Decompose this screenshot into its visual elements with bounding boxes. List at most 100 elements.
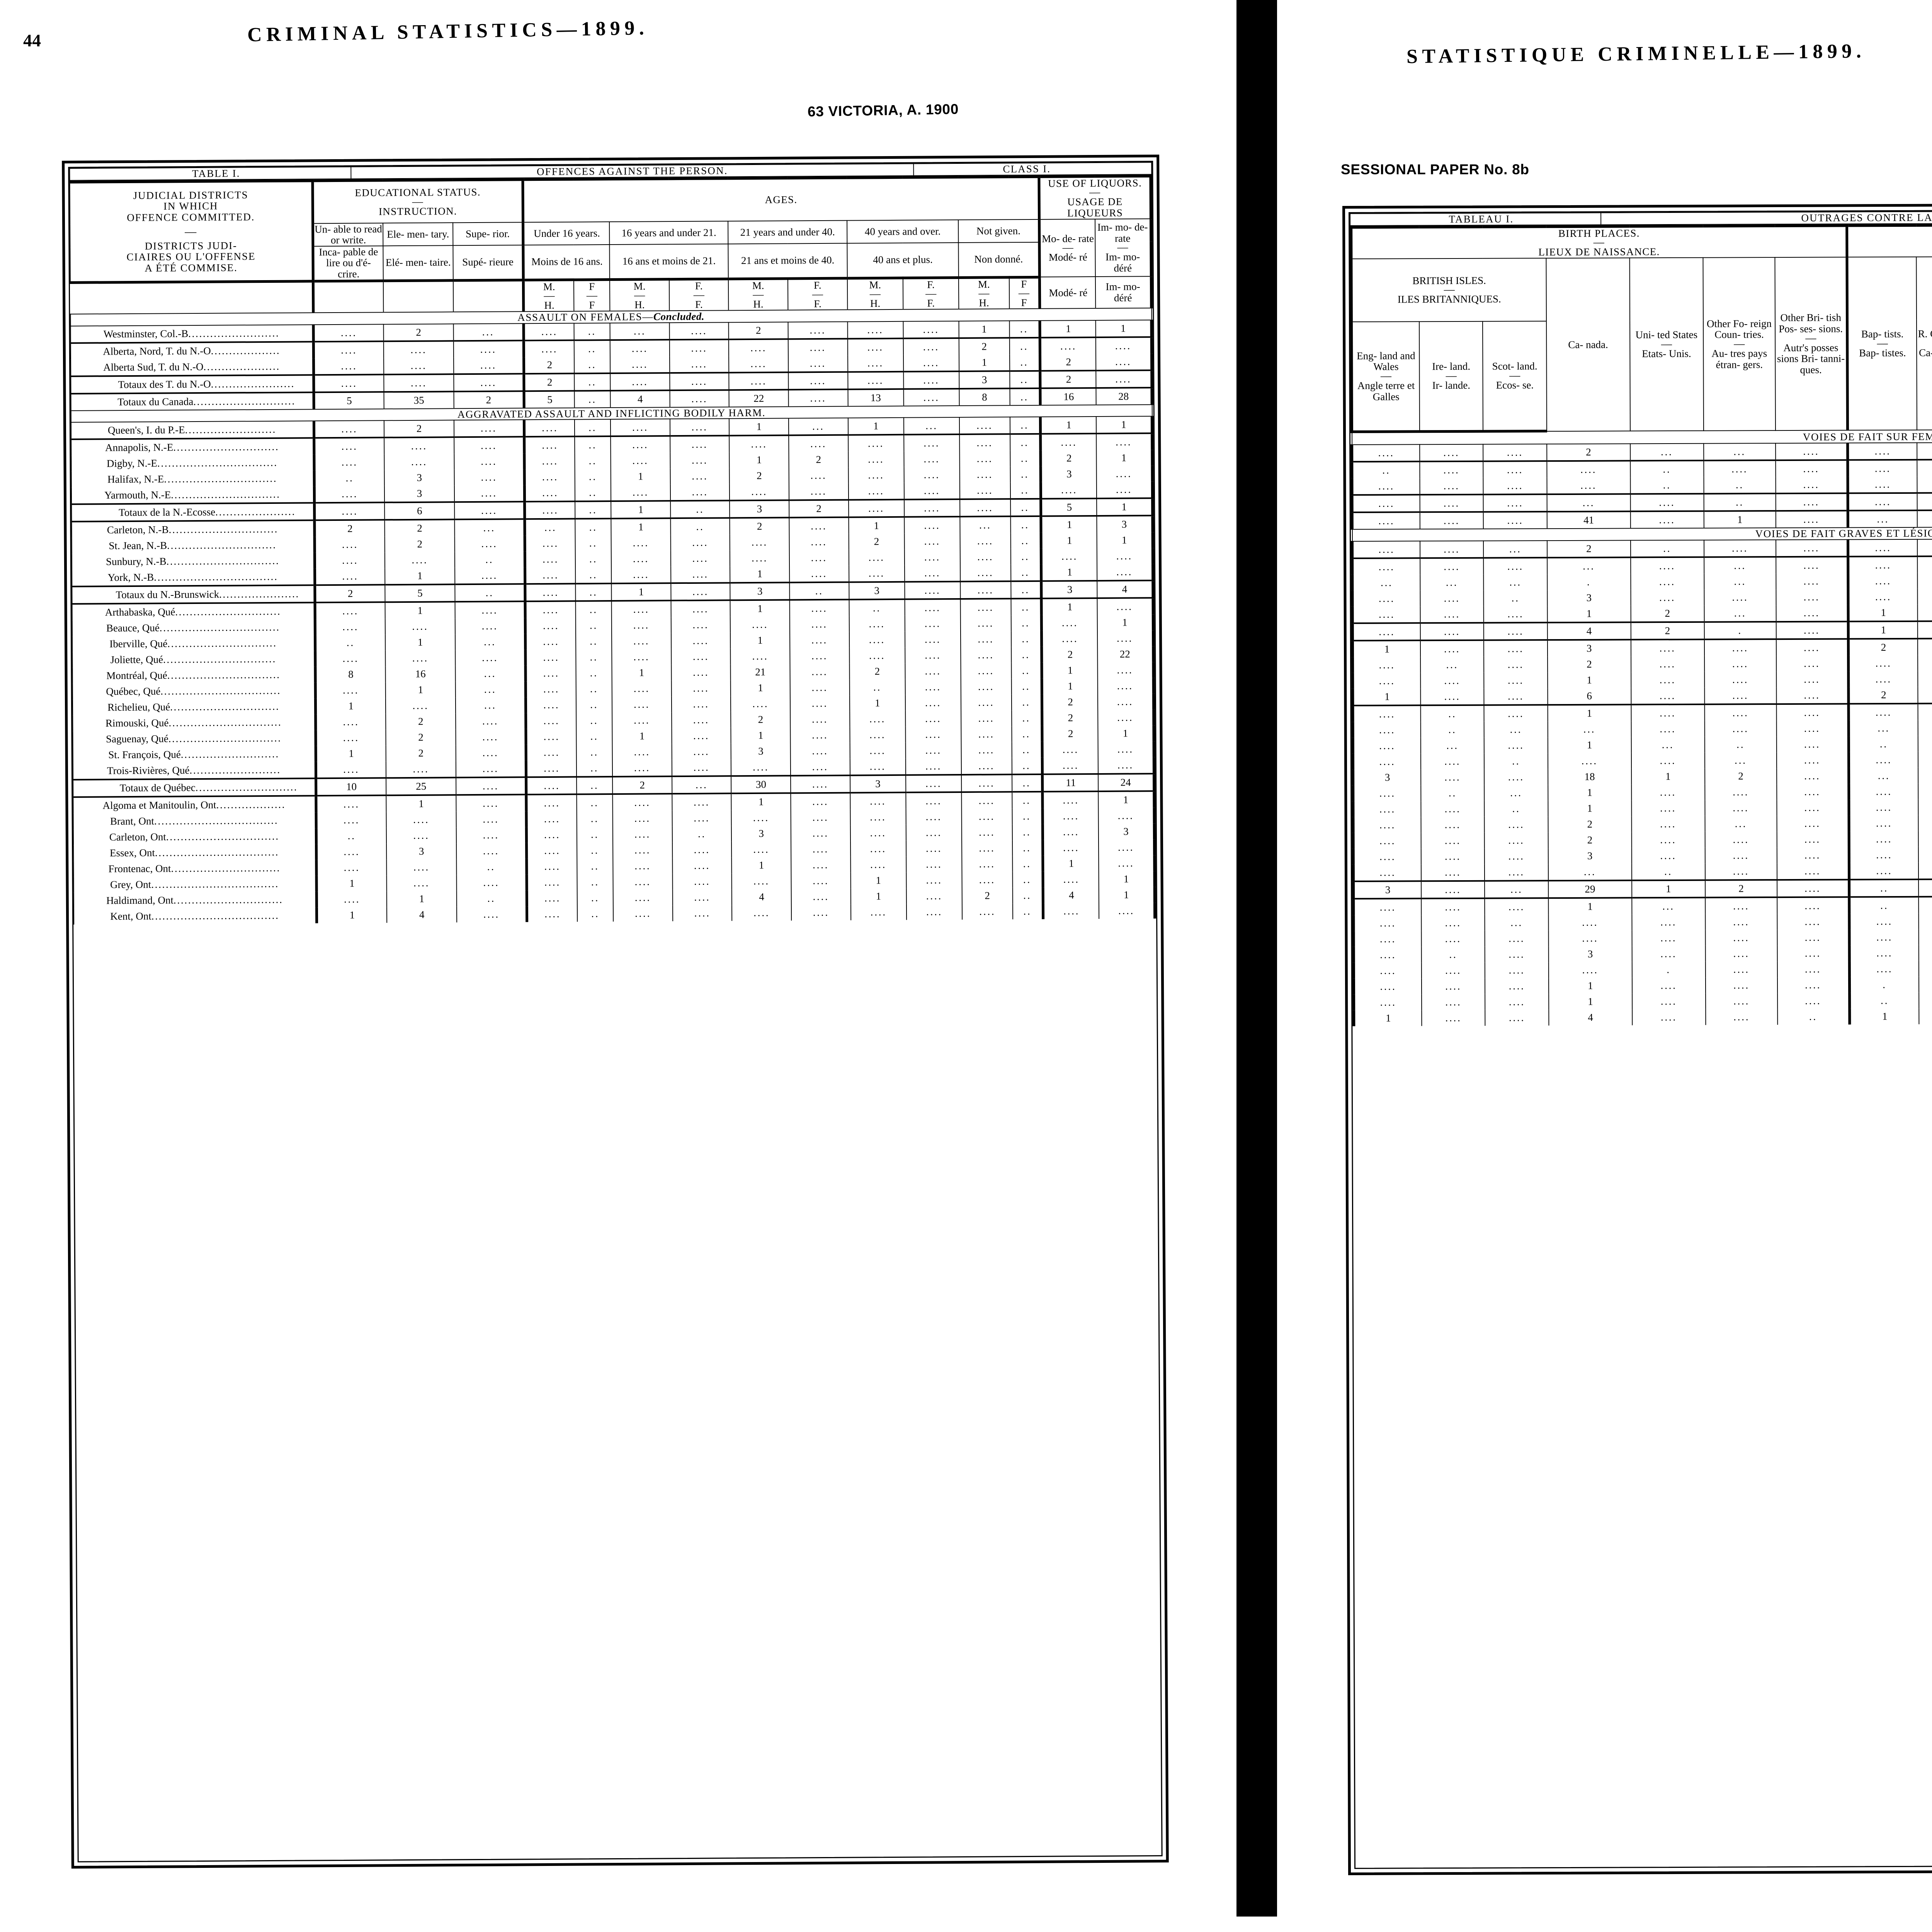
data-cell: 1 (1040, 320, 1096, 338)
data-cell: 1 (1704, 511, 1776, 528)
data-cell: .. (575, 501, 611, 519)
data-cell: .... (315, 650, 386, 667)
data-cell: .... (386, 811, 457, 828)
data-cell: .... (1777, 863, 1849, 880)
data-cell: 2 (612, 776, 672, 794)
mf-u16-f-fr: F (589, 299, 595, 311)
data-cell: .... (1483, 512, 1547, 529)
col-us-sep: — (1661, 338, 1672, 350)
data-cell: .... (670, 484, 730, 501)
district-name-cell: Alberta Sud, T. du N.-O.................… (71, 358, 314, 376)
data-cell: 1 (1098, 791, 1155, 808)
data-cell: .... (1420, 478, 1484, 495)
data-cell: .... (313, 324, 384, 342)
data-cell: .... (1777, 961, 1850, 977)
right-table-body: VOIES DE FAIT SUR FEMMES—Fin............… (1352, 428, 1932, 1026)
col-scotland: Scot- land. — Ecos- se. (1483, 321, 1547, 432)
data-cell: .... (313, 374, 384, 392)
data-cell: .. (1012, 824, 1043, 840)
data-cell: 1 (1042, 678, 1098, 695)
data-cell: .... (848, 467, 904, 483)
mf-moderate-fr: Modé- ré (1039, 277, 1096, 309)
data-cell: .... (455, 601, 526, 619)
data-cell: ... (455, 634, 526, 650)
data-cell: .... (961, 758, 1012, 775)
data-cell: .... (1631, 721, 1705, 737)
district-name-cell: St. Jean, N.-B..........................… (71, 537, 315, 554)
data-cell: .... (850, 727, 906, 743)
data-cell: 3 (849, 582, 905, 600)
data-cell: .... (313, 341, 384, 358)
data-cell: .... (850, 904, 907, 920)
data-cell: .. (1849, 896, 1919, 914)
data-cell: .... (526, 697, 577, 713)
data-cell: ... (1849, 767, 1918, 784)
data-cell: .... (1097, 548, 1153, 565)
data-cell: ... (1547, 557, 1631, 574)
data-cell: .. (1011, 694, 1042, 711)
data-cell: . (1849, 976, 1919, 993)
data-cell: 1 (1099, 887, 1155, 903)
data-cell: .... (1548, 914, 1632, 930)
data-cell: .... (903, 338, 959, 355)
data-cell: .... (1918, 751, 1932, 768)
data-cell: 2 (962, 888, 1013, 904)
data-cell: .. (1631, 863, 1705, 881)
data-cell: .... (316, 844, 387, 860)
data-cell: .... (850, 841, 906, 857)
data-cell: .... (1918, 686, 1932, 704)
data-cell: .... (526, 794, 577, 811)
data-cell: 1 (385, 602, 456, 619)
data-cell: 1 (730, 566, 790, 583)
data-cell: 4 (1547, 622, 1631, 640)
data-cell: .... (385, 697, 456, 714)
data-cell: .. (577, 842, 613, 859)
data-cell: .... (789, 467, 849, 484)
data-cell: .... (1042, 742, 1098, 758)
data-cell: .... (1849, 703, 1918, 721)
data-cell: ... (788, 418, 848, 435)
data-cell: .... (1353, 737, 1421, 754)
data-cell: .... (1917, 670, 1932, 687)
left-session-line: 63 VICTORIA, A. 1900 (807, 101, 959, 120)
data-cell: .... (672, 743, 731, 760)
data-cell: 29 (1548, 880, 1632, 898)
leader-dots: .................................. (154, 815, 279, 827)
data-cell: .... (1420, 590, 1484, 606)
data-cell: .... (672, 873, 732, 890)
data-cell: ... (1483, 574, 1548, 590)
data-cell: .... (611, 419, 670, 437)
group-british-isles: BRITISH ISLES. — ILES BRITANNIQUES. (1351, 258, 1546, 322)
data-cell: .. (575, 617, 612, 634)
data-cell: .... (849, 632, 905, 648)
data-cell: .... (1484, 605, 1548, 623)
data-cell: .... (671, 648, 731, 665)
col-otherforeign-sep: — (1734, 338, 1745, 350)
data-cell: .... (526, 842, 577, 859)
data-cell: .. (1011, 679, 1042, 695)
data-cell: .... (316, 859, 387, 876)
data-cell: .... (848, 435, 904, 452)
data-cell: .. (1009, 320, 1040, 338)
data-cell: 2 (1548, 832, 1632, 848)
data-cell: .... (612, 680, 672, 697)
data-cell: .... (1704, 720, 1777, 737)
data-cell: .... (1631, 784, 1705, 801)
data-cell: .... (1096, 466, 1153, 482)
data-cell: .. (1011, 631, 1042, 647)
data-cell: .... (1777, 945, 1850, 961)
data-cell: .... (672, 842, 732, 858)
data-cell: .... (1485, 864, 1549, 881)
table-row: ............42.....1311............51 (1352, 619, 1932, 641)
data-cell: ... (1630, 443, 1704, 461)
data-cell: .... (1918, 960, 1932, 977)
table-row: ........................................… (1352, 491, 1932, 512)
data-cell: 3 (1917, 621, 1932, 639)
data-cell: 2 (1547, 444, 1630, 461)
data-cell: .... (1484, 769, 1548, 785)
data-cell: .... (1631, 800, 1705, 816)
data-cell: .... (1919, 1008, 1932, 1024)
data-cell: .... (384, 374, 454, 392)
data-cell: .... (790, 743, 850, 759)
data-cell: .. (575, 519, 611, 536)
